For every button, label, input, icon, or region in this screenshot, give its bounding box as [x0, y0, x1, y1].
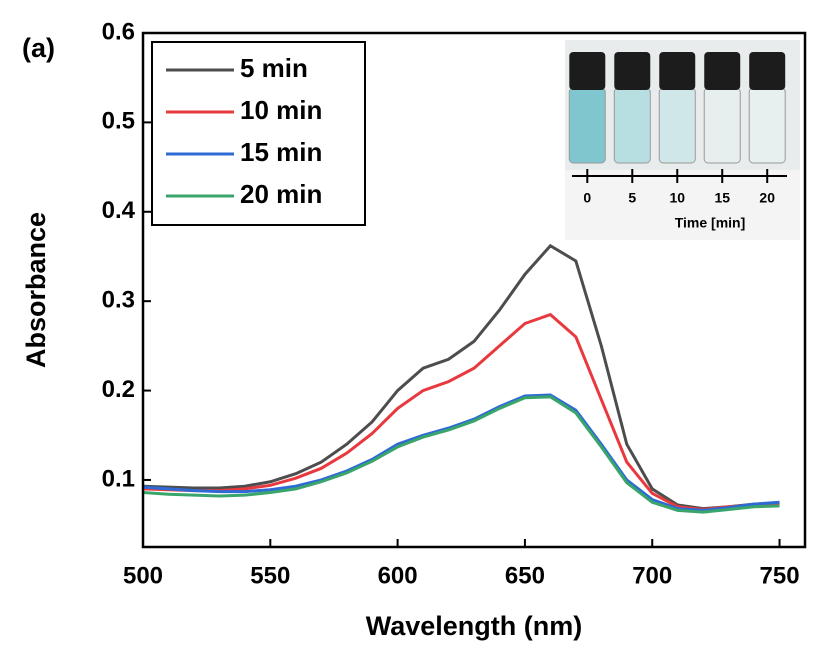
- series-line: [142, 312, 780, 511]
- vial-body: [568, 87, 606, 164]
- panel-label: (a): [22, 33, 55, 63]
- vial-body: [703, 87, 741, 164]
- y-tick-label: 0.2: [102, 376, 135, 403]
- y-tick-label: 0.6: [102, 18, 135, 45]
- x-tick-label: 750: [760, 562, 800, 589]
- x-axis-label: Wavelength (nm): [366, 611, 583, 641]
- y-axis-label: Absorbance: [21, 212, 51, 368]
- inset-tick-label: 10: [669, 190, 685, 206]
- legend-label: 20 min: [240, 179, 322, 209]
- vial-cap: [569, 52, 606, 90]
- x-tick-label: 550: [250, 562, 290, 589]
- series-line: [142, 393, 780, 512]
- y-tick-label: 0.5: [102, 108, 135, 135]
- plot-frame: [141, 31, 807, 549]
- legend-label: 10 min: [240, 95, 322, 125]
- inset-axis-label: Time [min]: [675, 215, 746, 231]
- x-tick-label: 700: [632, 562, 672, 589]
- y-tick-label: 0.3: [102, 287, 135, 314]
- series-line: [142, 395, 780, 514]
- inset-tick-label: 5: [628, 190, 636, 206]
- series-line: [142, 243, 780, 511]
- inset-tick-label: 20: [759, 190, 775, 206]
- vial-body: [613, 87, 651, 164]
- x-tick-label: 500: [123, 562, 163, 589]
- vial-cap: [749, 52, 786, 90]
- inset-tick-label: 15: [714, 190, 730, 206]
- vial-cap: [614, 52, 651, 90]
- vial-cap: [704, 52, 741, 90]
- x-tick-label: 650: [505, 562, 545, 589]
- y-tick-label: 0.1: [102, 465, 135, 492]
- vial-body: [658, 87, 696, 164]
- legend-label: 5 min: [240, 53, 308, 83]
- vial-cap: [659, 52, 696, 90]
- vial-body: [748, 87, 786, 164]
- legend-label: 15 min: [240, 137, 322, 167]
- x-tick-label: 600: [378, 562, 418, 589]
- inset-tick-label: 0: [583, 190, 591, 206]
- y-tick-label: 0.4: [102, 197, 136, 224]
